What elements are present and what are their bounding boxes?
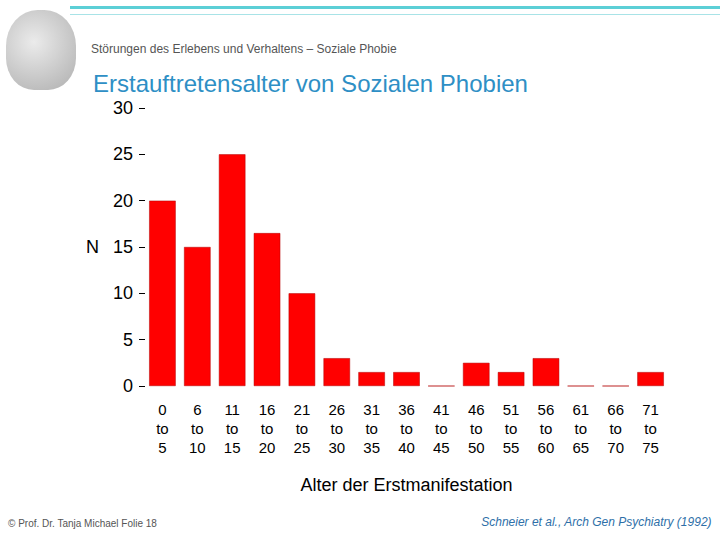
svg-text:0: 0 — [123, 376, 133, 396]
svg-text:Alter der Erstmanifestation: Alter der Erstmanifestation — [300, 475, 512, 495]
svg-text:20: 20 — [113, 191, 133, 211]
svg-text:50: 50 — [468, 439, 485, 456]
svg-text:20: 20 — [259, 439, 276, 456]
svg-text:45: 45 — [433, 439, 450, 456]
svg-text:15: 15 — [224, 439, 241, 456]
svg-text:56: 56 — [538, 401, 555, 418]
svg-text:36: 36 — [398, 401, 415, 418]
svg-text:25: 25 — [294, 439, 311, 456]
svg-text:60: 60 — [538, 439, 555, 456]
svg-text:61: 61 — [572, 401, 589, 418]
svg-text:51: 51 — [503, 401, 520, 418]
svg-text:to: to — [400, 420, 413, 437]
svg-text:Störungen des Erlebens und Ver: Störungen des Erlebens und Verhaltens – … — [91, 42, 397, 56]
svg-text:to: to — [191, 420, 204, 437]
svg-text:to: to — [156, 420, 169, 437]
svg-text:0: 0 — [158, 401, 166, 418]
svg-text:10: 10 — [113, 283, 133, 303]
svg-text:© Prof. Dr. Tanja Michael Foli: © Prof. Dr. Tanja Michael Folie 18 — [8, 518, 157, 529]
svg-text:11: 11 — [224, 401, 240, 418]
svg-text:55: 55 — [503, 439, 520, 456]
svg-text:to: to — [644, 420, 657, 437]
svg-text:to: to — [470, 420, 483, 437]
svg-text:35: 35 — [363, 439, 380, 456]
svg-text:to: to — [261, 420, 274, 437]
svg-text:31: 31 — [363, 401, 380, 418]
svg-text:26: 26 — [328, 401, 345, 418]
svg-text:10: 10 — [189, 439, 206, 456]
svg-text:15: 15 — [113, 237, 133, 257]
svg-text:to: to — [331, 420, 344, 437]
svg-text:40: 40 — [398, 439, 415, 456]
svg-text:Schneier et al., Arch Gen Psyc: Schneier et al., Arch Gen Psychiatry (19… — [481, 515, 711, 529]
svg-text:to: to — [609, 420, 622, 437]
svg-text:Erstauftretensalter von Sozial: Erstauftretensalter von Sozialen Phobien — [93, 70, 528, 97]
svg-text:to: to — [575, 420, 588, 437]
svg-text:30: 30 — [328, 439, 345, 456]
svg-text:70: 70 — [607, 439, 624, 456]
svg-text:25: 25 — [113, 144, 133, 164]
svg-text:to: to — [296, 420, 309, 437]
svg-text:5: 5 — [158, 439, 166, 456]
svg-text:to: to — [365, 420, 378, 437]
svg-text:66: 66 — [607, 401, 624, 418]
svg-text:30: 30 — [113, 98, 133, 118]
svg-text:to: to — [226, 420, 239, 437]
svg-text:to: to — [505, 420, 518, 437]
svg-text:75: 75 — [642, 439, 659, 456]
svg-text:46: 46 — [468, 401, 485, 418]
svg-text:to: to — [435, 420, 448, 437]
svg-text:N: N — [86, 237, 99, 257]
svg-text:65: 65 — [572, 439, 589, 456]
svg-text:6: 6 — [193, 401, 201, 418]
svg-text:71: 71 — [642, 401, 659, 418]
svg-text:to: to — [540, 420, 553, 437]
svg-text:16: 16 — [259, 401, 276, 418]
svg-text:41: 41 — [433, 401, 450, 418]
svg-text:5: 5 — [123, 330, 133, 350]
svg-text:21: 21 — [294, 401, 311, 418]
